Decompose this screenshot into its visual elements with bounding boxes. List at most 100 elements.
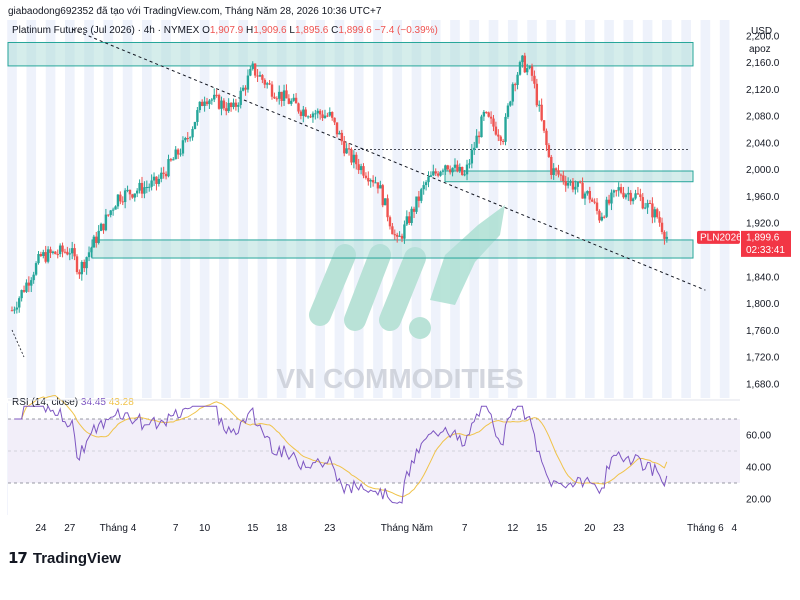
candle-body [306,116,310,118]
rsi-axis[interactable]: 60.00 40.00 20.00 [746,431,771,506]
candle-body [217,95,221,109]
candle-body [34,263,38,275]
grid-stripe [507,20,518,398]
watermark-dot [409,317,431,339]
candle-body [39,254,43,257]
time-tick-label: 24 [35,523,47,534]
candle-body [239,90,242,105]
candle-body [261,75,264,80]
candle-body [66,251,69,255]
time-axis[interactable]: 24 27 Tháng 4 7 10 15 18 23 Tháng Năm 7 12 15 20 23 Th… [35,523,737,534]
candle-body [83,261,86,269]
candle-body [220,100,223,109]
candle-body [330,111,334,118]
candle-body [270,84,274,97]
candle-body [237,104,240,107]
candle-body [316,110,319,114]
grid-stripe [219,20,229,398]
grid-stripe [623,20,634,398]
rsi-tick-label: 20.00 [746,495,771,506]
candle-body [424,182,428,186]
time-tick-label: 4 [731,523,737,534]
support-resistance-zones [7,41,694,259]
candle-body [598,210,601,221]
candle-body [63,251,67,253]
candle-body [639,194,642,198]
candle-body [160,172,163,179]
candle-body [56,254,59,256]
candle-body [538,104,541,106]
candle-body [603,216,606,218]
tradingview-brand[interactable]: 17 TradingView [8,549,121,567]
grid-stripe [7,20,17,398]
candle-body [167,159,170,177]
candle-body [302,109,305,116]
candle-body [345,148,348,154]
candle-body [576,181,579,187]
candle-body [586,191,589,194]
candle-body [607,199,611,204]
rsi-title: RSI (14, close) [12,397,81,408]
legend-part: 1,895.6 [295,25,331,36]
candle-body [350,149,353,163]
time-tick-label: Tháng Năm [381,523,433,534]
grid-stripe [373,20,383,398]
grid-stripe [392,20,403,398]
candle-body [61,245,64,252]
candle-body [566,182,570,186]
candle-body [75,256,79,273]
candle-body [343,141,346,154]
rsi-ma-line [14,394,668,498]
candle-body [643,207,647,209]
candle-body [333,117,336,123]
candle-body [648,203,652,205]
candle-body [328,111,331,116]
candle-body [571,181,575,190]
candle-body [181,140,185,154]
candle-body [357,164,360,171]
candle-body [203,101,206,106]
price-axis[interactable]: USD apoz 2,200.0 2,160.0 2,120.0 2,080.0 2,040… [12,25,791,390]
candle-body [196,110,199,122]
price-zone [7,41,694,67]
time-tick-label: 12 [507,523,519,534]
legend-part: L [289,25,295,36]
candle-body [179,153,182,155]
candle-body [20,290,23,299]
candle-body [391,226,394,235]
rsi-value: 34.45 [81,397,109,408]
watermark-stroke [379,247,426,331]
rsi-tick-label: 40.00 [746,463,771,474]
candle-body [54,251,57,255]
candle-body [506,105,510,117]
price-axis-mode: apoz [749,44,771,55]
grid-stripe [238,20,248,398]
price-tag-symbol: PLN2026 [700,232,742,243]
time-tick-label: 7 [173,523,179,534]
candle-body [624,194,628,198]
candle-body [422,185,425,190]
candle-body [172,159,175,161]
candle-body [128,189,132,195]
candle-body [22,290,26,292]
candle-body [487,112,490,117]
candle-body [299,111,303,116]
candle-body [191,128,194,138]
candle-body [559,174,563,176]
candle-body [388,217,392,227]
candle-body [145,187,149,189]
rsi-tick-label: 60.00 [746,431,771,442]
candle-body [200,101,204,106]
grid-stripe [180,20,191,398]
candle-body [205,101,209,105]
candle-body [123,190,127,203]
grid-stripe [719,20,730,398]
symbol-legend: Platinum Futures (Jul 2026) · 4h · NYMEX… [12,25,438,36]
time-tick-label: Tháng 6 [687,523,724,534]
candle-body [78,272,81,275]
candle-body [482,111,486,117]
candle-body [663,232,666,239]
candle-body [412,208,416,212]
legend-part: O [202,25,210,36]
candle-body [480,116,483,138]
